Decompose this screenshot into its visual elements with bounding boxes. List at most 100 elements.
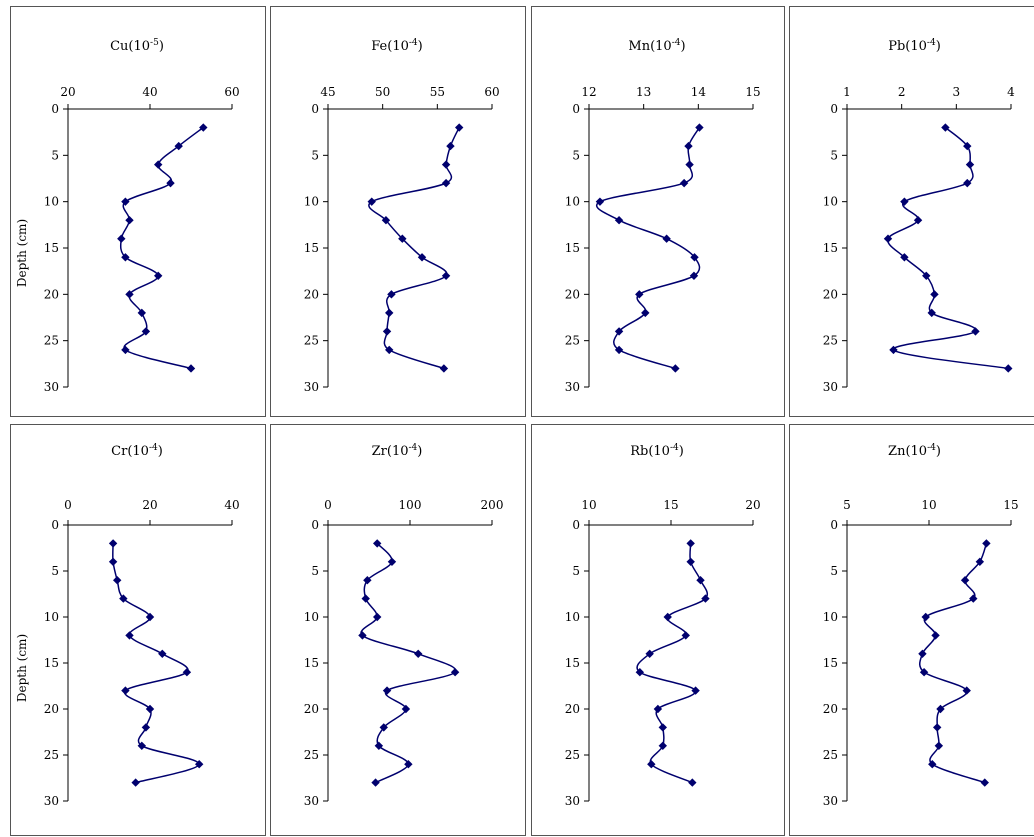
y-tick-label: 30 [44,794,59,808]
data-point [671,364,680,373]
y-tick-label: 20 [304,287,319,301]
x-tick-label: 60 [224,85,239,99]
series-line [119,126,204,370]
y-tick-label: 5 [51,148,59,162]
chart-panel-pb: Pb(10-4) 1 2 3 4 0 5 10 15 20 25 30 [789,6,1034,417]
data-point [417,253,427,262]
chart-title: Cr(10-4) [111,443,163,459]
y-tick-label: 10 [565,195,580,209]
y-tick-label: 25 [44,748,59,762]
x-tick-label: 0 [324,498,332,512]
data-point [681,631,690,640]
data-point [398,234,407,243]
y-tick-label: 30 [304,794,319,808]
chart-svg-rb: Rb(10-4) 10 15 20 0 5 10 15 20 25 30 [565,443,761,808]
y-tick-label: 0 [311,518,319,532]
y-tick-label: 30 [823,380,838,394]
y-tick-label: 0 [311,102,319,116]
data-point [971,327,980,336]
y-tick-label: 20 [823,287,838,301]
data-point [382,327,392,336]
chart-panel-cu: Cu(10-5) 20 40 60 0 5 10 15 20 25 30 Depth (cm) [10,6,266,417]
data-point [387,290,396,299]
y-tick-label: 25 [565,334,580,348]
chart-panel-zr: Zr(10-4) 0 100 200 0 5 10 15 20 25 30 [270,424,526,836]
y-tick-label: 30 [565,794,580,808]
y-axis-label: Depth (cm) [15,219,29,287]
data-point [131,778,140,787]
chart-panel-fe: Fe(10-4) 45 50 55 60 0 5 10 15 20 25 30 [270,6,526,417]
data-point [691,686,700,695]
data-point [446,141,455,151]
data-point [614,216,624,225]
data-point [141,723,151,732]
data-point [199,123,208,132]
y-tick-label: 25 [304,334,319,348]
series-line [360,542,457,784]
y-tick-label: 15 [565,241,580,255]
data-point [174,141,183,151]
y-tick-label: 10 [565,610,580,624]
data-point [455,123,464,132]
x-tick-label: 15 [663,498,678,512]
y-tick-label: 5 [572,148,580,162]
data-point [108,557,118,566]
data-point [1004,364,1013,373]
y-tick-label: 10 [44,195,59,209]
data-point [166,178,175,188]
data-point [145,612,155,622]
data-point [113,576,122,585]
data-point [361,594,370,603]
chart-panel-zn: Zn(10-4) 5 10 15 0 5 10 15 20 25 30 [789,424,1034,836]
x-tick-label: 40 [142,85,157,99]
y-tick-label: 5 [830,148,838,162]
x-tick-label: 15 [1003,498,1018,512]
x-tick-label: 2 [898,85,906,99]
chart-title: Mn(10-4) [628,38,685,54]
data-point [121,197,130,206]
x-tick-label: 10 [581,498,596,512]
y-tick-label: 25 [565,748,580,762]
x-tick-label: 45 [320,85,335,99]
y-tick-label: 20 [565,702,580,716]
y-axis-label: Depth (cm) [15,634,29,702]
data-point [385,345,394,355]
data-point [883,234,893,243]
y-tick-label: 25 [823,334,838,348]
data-point [154,271,163,280]
data-point [934,741,944,750]
data-point [969,594,978,603]
chart-title: Cu(10-5) [110,38,164,54]
y-tick-label: 0 [51,102,59,116]
data-point [900,197,909,206]
data-point [158,649,167,658]
y-tick-label: 30 [44,380,59,394]
y-tick-label: 5 [51,564,59,578]
y-tick-label: 5 [830,564,838,578]
chart-svg-cu: Cu(10-5) 20 40 60 0 5 10 15 20 25 30 Depth (cm) [15,38,240,394]
y-tick-label: 15 [565,656,580,670]
data-point [145,704,155,714]
x-tick-label: 1 [843,85,851,99]
y-tick-label: 5 [572,564,580,578]
data-point [653,704,663,714]
chart-svg-cr: Cr(10-4) 0 20 40 0 5 10 15 20 25 30 Depth (cm) [15,443,240,808]
y-tick-label: 20 [44,287,59,301]
data-point [441,178,451,188]
chart-panel-rb: Rb(10-4) 10 15 20 0 5 10 15 20 25 30 [531,424,785,836]
x-tick-label: 20 [60,85,75,99]
y-tick-label: 25 [44,334,59,348]
x-tick-label: 55 [430,85,445,99]
chart-panel-mn: Mn(10-4) 12 13 14 15 0 5 10 15 20 25 30 [531,6,785,417]
y-tick-label: 30 [565,380,580,394]
data-point [662,234,671,243]
chart-title: Zn(10-4) [888,443,941,459]
chart-title: Fe(10-4) [371,38,422,54]
y-tick-label: 10 [823,195,838,209]
series-line [596,127,701,370]
data-point [373,612,382,622]
data-point [381,216,391,225]
data-point [936,704,945,714]
y-tick-label: 10 [304,195,319,209]
